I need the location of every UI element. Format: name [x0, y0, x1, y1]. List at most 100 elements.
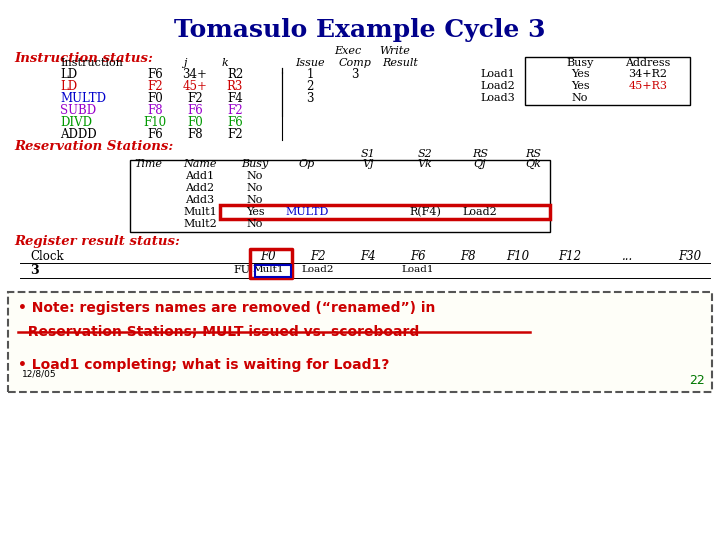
Text: 34+R2: 34+R2 [629, 69, 667, 79]
Text: R2: R2 [227, 68, 243, 80]
Text: F0: F0 [187, 116, 203, 129]
Text: • Note: registers names are removed (“renamed”) in: • Note: registers names are removed (“re… [18, 301, 436, 315]
Text: LD: LD [60, 79, 77, 92]
Text: MULTD: MULTD [60, 91, 106, 105]
Text: Instruction: Instruction [60, 58, 123, 68]
Text: Qk: Qk [525, 159, 541, 169]
Text: 12/8/05: 12/8/05 [22, 369, 57, 379]
Text: RS: RS [472, 149, 488, 159]
Text: F8: F8 [460, 249, 476, 262]
Text: Qj: Qj [474, 159, 486, 169]
Text: 2: 2 [306, 79, 314, 92]
Text: No: No [247, 219, 264, 229]
Text: 3: 3 [30, 264, 39, 276]
Bar [255, 265, 291, 277]
Text: Vj: Vj [362, 159, 374, 169]
Text: 22: 22 [689, 374, 705, 387]
Text: S1: S1 [361, 149, 375, 159]
Text: F6: F6 [227, 116, 243, 129]
Text: RS: RS [525, 149, 541, 159]
Text: Load2: Load2 [463, 207, 498, 217]
Text: F30: F30 [678, 249, 701, 262]
Bar [525, 57, 690, 105]
Text: Yes: Yes [246, 207, 264, 217]
Text: Vk: Vk [418, 159, 433, 169]
Text: F4: F4 [360, 249, 376, 262]
Text: MULTD: MULTD [285, 207, 329, 217]
Text: Exec: Exec [334, 46, 361, 56]
Bar [130, 160, 550, 232]
Text: F10: F10 [143, 116, 166, 129]
Text: Add1: Add1 [186, 171, 215, 181]
Text: F10: F10 [506, 249, 530, 262]
Text: F8: F8 [187, 127, 203, 140]
Text: Tomasulo Example Cycle 3: Tomasulo Example Cycle 3 [174, 18, 546, 42]
Text: Result: Result [382, 58, 418, 68]
Text: SUBD: SUBD [60, 104, 96, 117]
Text: 34+: 34+ [183, 68, 207, 80]
Text: F4: F4 [227, 91, 243, 105]
Text: 45+R3: 45+R3 [629, 81, 667, 91]
Text: F6: F6 [187, 104, 203, 117]
Text: Load3: Load3 [480, 93, 515, 103]
Bar [8, 292, 712, 392]
Text: F2: F2 [228, 127, 243, 140]
Text: No: No [247, 183, 264, 193]
Text: 1: 1 [306, 68, 314, 80]
Text: 3: 3 [306, 91, 314, 105]
Text: LD: LD [60, 68, 77, 80]
Bar [250, 249, 292, 278]
Text: ADDD: ADDD [60, 127, 96, 140]
Text: Mult1: Mult1 [252, 266, 284, 274]
Text: R(F4): R(F4) [409, 207, 441, 217]
Text: R3: R3 [227, 79, 243, 92]
Text: DIVD: DIVD [60, 116, 92, 129]
Text: Add2: Add2 [186, 183, 215, 193]
Text: Register result status:: Register result status: [14, 235, 180, 248]
Text: Write: Write [379, 46, 410, 56]
Text: No: No [572, 93, 588, 103]
Text: k: k [222, 58, 228, 68]
Text: Clock: Clock [30, 249, 63, 262]
Text: 45+: 45+ [183, 79, 207, 92]
Text: F2: F2 [147, 79, 163, 92]
Text: Load1: Load1 [480, 69, 515, 79]
Text: Mult2: Mult2 [183, 219, 217, 229]
Text: No: No [247, 171, 264, 181]
Text: Busy: Busy [241, 159, 269, 169]
Text: F8: F8 [147, 104, 163, 117]
Text: Mult1: Mult1 [183, 207, 217, 217]
Text: Reservation Stations:: Reservation Stations: [14, 139, 174, 152]
Text: 3: 3 [351, 68, 359, 80]
Text: F0: F0 [147, 91, 163, 105]
Text: Address: Address [625, 58, 671, 68]
Text: F6: F6 [147, 127, 163, 140]
Text: Comp: Comp [338, 58, 372, 68]
Text: Busy: Busy [567, 58, 594, 68]
Text: Load1: Load1 [402, 266, 434, 274]
Text: • Load1 completing; what is waiting for Load1?: • Load1 completing; what is waiting for … [18, 358, 390, 372]
Text: F0: F0 [260, 249, 276, 262]
Text: Reservation Stations; MULT issued vs. scoreboard: Reservation Stations; MULT issued vs. sc… [18, 325, 419, 339]
Text: Yes: Yes [571, 69, 589, 79]
Text: F12: F12 [559, 249, 582, 262]
Text: Yes: Yes [571, 81, 589, 91]
Text: No: No [247, 195, 264, 205]
Text: S2: S2 [418, 149, 433, 159]
Text: Add3: Add3 [186, 195, 215, 205]
Text: Op: Op [299, 159, 315, 169]
Text: F2: F2 [310, 249, 326, 262]
Text: Load2: Load2 [480, 81, 515, 91]
Text: F2: F2 [228, 104, 243, 117]
Text: Instruction status:: Instruction status: [14, 51, 153, 64]
Text: Issue: Issue [295, 58, 325, 68]
Text: F6: F6 [410, 249, 426, 262]
Text: Name: Name [184, 159, 217, 169]
Text: F6: F6 [147, 68, 163, 80]
Text: FU: FU [233, 265, 250, 275]
Text: F2: F2 [187, 91, 203, 105]
Text: j: j [184, 58, 186, 68]
Text: Load2: Load2 [302, 266, 334, 274]
Text: Time: Time [134, 159, 162, 169]
Bar [220, 205, 550, 219]
